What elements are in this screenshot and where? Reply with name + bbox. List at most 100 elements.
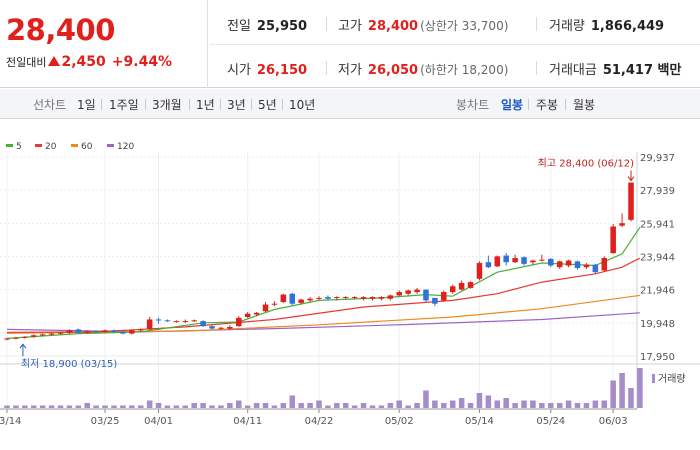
range-10y-button[interactable]: 10년	[289, 98, 316, 112]
low-price: 저가 26,050 (하한가 18,200)	[338, 59, 508, 78]
weekly-candle-button[interactable]: 주봉	[536, 98, 559, 112]
volume-bar	[289, 395, 296, 408]
legend-swatch-ma20	[35, 144, 42, 147]
monthly-candle-button[interactable]: 월봉	[573, 98, 596, 112]
volume-bar	[485, 395, 492, 408]
candle-body	[610, 226, 616, 254]
candle-body	[494, 256, 501, 267]
low-arrow-head	[19, 343, 27, 349]
x-tick-label: 06/03	[599, 416, 628, 427]
y-tick-label: 19,948	[640, 319, 675, 330]
volume-bar	[22, 405, 28, 408]
high-arrow-head	[627, 176, 635, 182]
daily-candle-button[interactable]: 일봉	[501, 98, 524, 112]
range-3y-button[interactable]: 3년	[227, 98, 246, 112]
volume-bar	[325, 405, 331, 408]
candle-body	[75, 329, 82, 333]
line-chart-label: 선차트	[33, 98, 67, 112]
volume-bar	[57, 405, 64, 408]
x-tick-label: 04/11	[233, 416, 262, 427]
candle-body	[351, 297, 358, 299]
volume-bar	[378, 405, 385, 408]
candle-body	[378, 297, 385, 299]
price-chart[interactable]: 5 20 60 120 29,937 27,939 25,941 23,944 21,946 19…	[0, 120, 700, 450]
candle-body	[4, 338, 10, 340]
upper-limit: (상한가 33,700)	[420, 19, 509, 33]
volume-bar	[13, 405, 19, 408]
volume-bar	[548, 403, 554, 408]
high-label: 고가	[338, 19, 362, 34]
range-3m-button[interactable]: 3개월	[152, 98, 182, 112]
candle-body	[227, 326, 233, 329]
range-1d-button[interactable]: 1일	[77, 98, 96, 112]
candle-body	[316, 297, 322, 299]
up-triangle-icon	[48, 56, 61, 66]
range-1y-button[interactable]: 1년	[196, 98, 215, 112]
volume-bar	[503, 398, 509, 408]
candle-body	[556, 261, 563, 268]
volume-bar	[396, 400, 402, 408]
volume-bar	[182, 405, 189, 408]
volume-bar	[209, 405, 215, 408]
candle-body	[13, 337, 19, 339]
volume-value: 1,866,449	[590, 19, 665, 34]
volume-bar	[316, 400, 322, 408]
volume-bar	[244, 405, 251, 408]
candle-body	[253, 312, 260, 315]
volume-bar	[387, 403, 394, 408]
volume-bar	[280, 403, 287, 408]
prev-close-label: 전일	[227, 19, 251, 34]
volume-bar	[307, 403, 313, 408]
candle-body	[48, 333, 55, 335]
candle-body	[583, 264, 590, 268]
x-tick-label: 05/24	[536, 416, 565, 427]
candle-body	[173, 321, 180, 323]
open-value: 26,150	[256, 63, 308, 78]
candle-body	[601, 258, 608, 271]
divider	[326, 61, 327, 75]
divider	[251, 99, 252, 110]
candle-body	[441, 292, 447, 301]
volume-bar	[476, 393, 483, 408]
volume-legend-swatch	[652, 374, 655, 383]
volume-bar	[48, 405, 55, 408]
legend-label-ma20: 20	[45, 142, 57, 152]
volume-bar	[628, 388, 634, 408]
high-value: 28,400	[367, 19, 419, 34]
range-5y-button[interactable]: 5년	[258, 98, 277, 112]
candle-body	[432, 297, 438, 304]
volume-bar	[539, 403, 545, 408]
candle-body	[280, 294, 287, 303]
x-tick-label: 05/14	[465, 416, 494, 427]
volume-bar	[173, 405, 180, 408]
candle-body	[423, 289, 429, 301]
volume-bar	[4, 405, 10, 408]
x-tick-label: 04/01	[144, 416, 173, 427]
volume-bar	[102, 405, 108, 408]
ma20-line	[6, 257, 641, 333]
volume-bar	[423, 390, 429, 408]
low-label: 저가	[338, 63, 362, 78]
candle-body	[155, 319, 162, 321]
candle-body	[111, 330, 117, 332]
candle-body	[57, 332, 64, 334]
chart-toolbar: 선차트 1일 1주일 3개월 1년 3년 5년 10년 봉차트 일봉 주봉 월봉	[0, 89, 700, 119]
volume-bar	[360, 403, 367, 408]
candle-body	[289, 293, 296, 304]
range-1w-button[interactable]: 1주일	[109, 98, 139, 112]
candle-body	[129, 330, 135, 334]
volume-bar	[271, 405, 278, 408]
change-row: 전일대비 2,450 +9.44%	[6, 54, 172, 70]
legend-swatch-ma5	[6, 144, 13, 147]
open-label: 시가	[227, 63, 251, 78]
candle-body	[396, 292, 402, 296]
volume-bar	[342, 403, 349, 408]
candle-body	[146, 319, 153, 330]
candle-body	[574, 261, 581, 269]
volume-bar	[458, 398, 465, 408]
y-tick-label: 25,941	[640, 219, 675, 230]
volume-bar	[66, 405, 73, 408]
candle-body	[93, 331, 99, 333]
high-annotation: 최고 28,400 (06/12)	[538, 158, 634, 170]
candle-body	[565, 260, 572, 266]
